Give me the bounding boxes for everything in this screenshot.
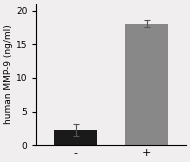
- Y-axis label: human MMP-9 (ng/ml): human MMP-9 (ng/ml): [4, 25, 13, 124]
- Bar: [125, 24, 168, 145]
- Bar: [54, 130, 97, 145]
